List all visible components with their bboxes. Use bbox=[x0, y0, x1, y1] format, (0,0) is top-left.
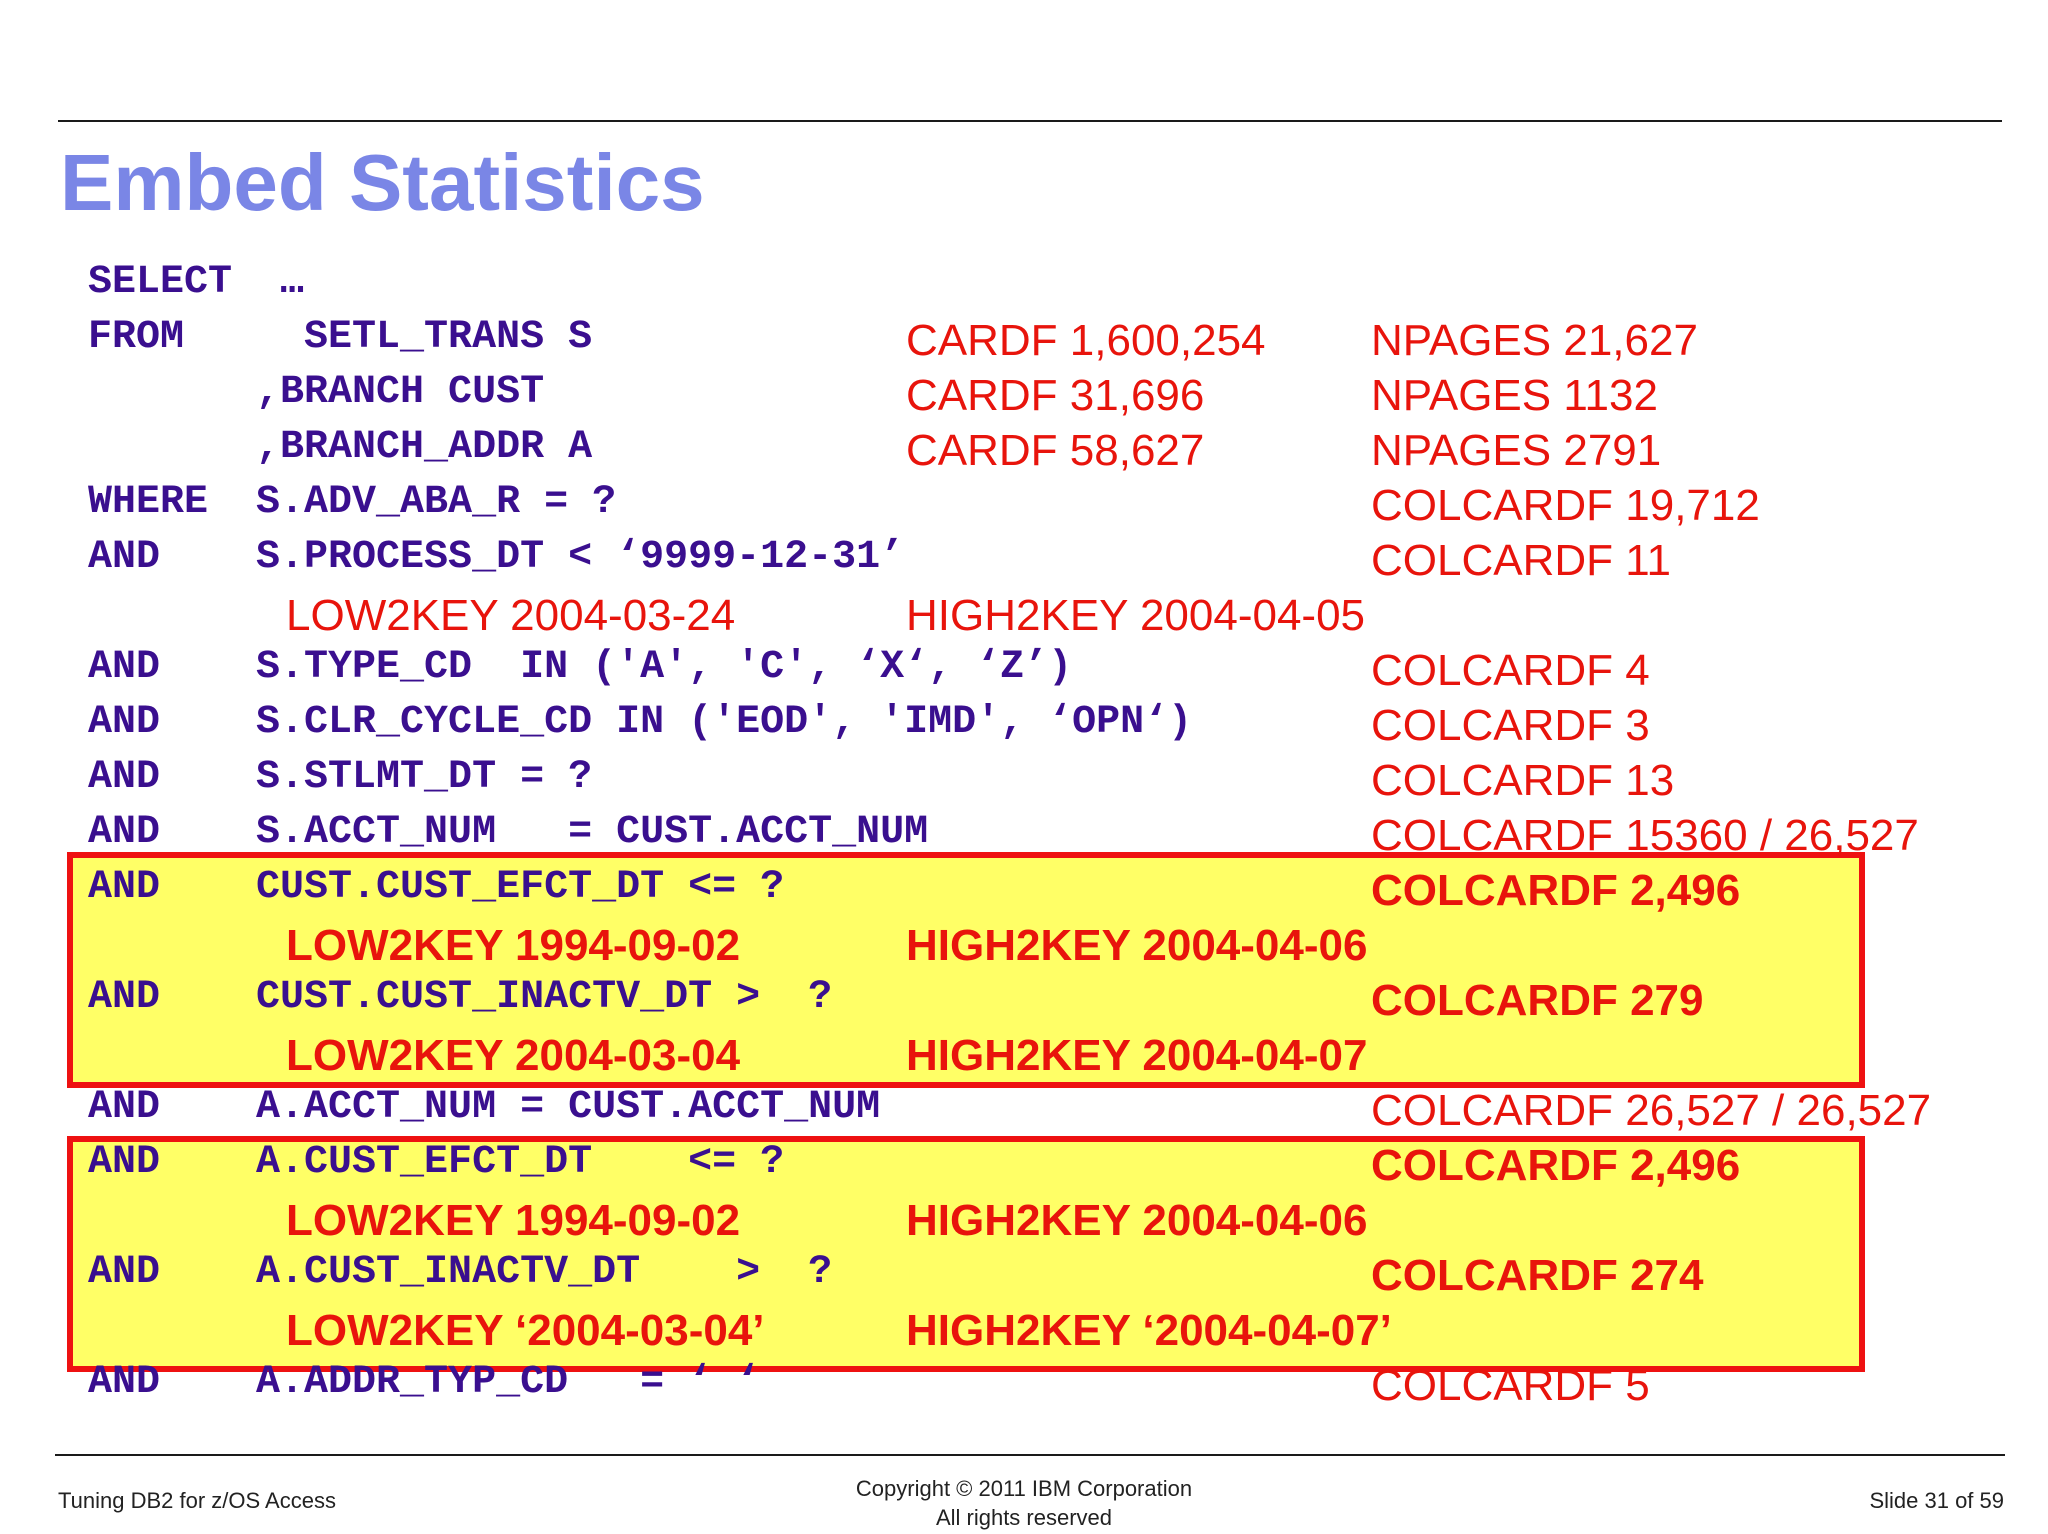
code-line-process-dt: AND S.PROCESS_DT < ‘9999-12-31’ bbox=[88, 535, 905, 580]
stat-colcardf-adv-aba: COLCARDF 19,712 bbox=[1371, 481, 1760, 530]
stat-colcardf-stlmt-dt: COLCARDF 13 bbox=[1371, 756, 1675, 805]
code-line-a-acct-num: AND A.ACCT_NUM = CUST.ACCT_NUM bbox=[88, 1085, 881, 1130]
stat-colcardf-a-acct-num: COLCARDF 26,527 / 26,527 bbox=[1371, 1086, 1932, 1135]
stat-colcardf-acct-num: COLCARDF 15360 / 26,527 bbox=[1371, 811, 1919, 860]
stat-high2key-cust-efct: HIGH2KEY 2004-04-06 bbox=[906, 921, 1368, 970]
code-line-select: SELECT … bbox=[88, 260, 305, 305]
stat-high2key-a-inactv: HIGH2KEY ‘2004-04-07’ bbox=[906, 1306, 1392, 1355]
stat-colcardf-a-inactv: COLCARDF 274 bbox=[1371, 1251, 1704, 1300]
code-line-from: FROM SETL_TRANS S bbox=[88, 315, 593, 360]
stat-colcardf-a-efct: COLCARDF 2,496 bbox=[1371, 1141, 1741, 1190]
code-line-cust-inactv: AND CUST.CUST_INACTV_DT > ? bbox=[88, 975, 833, 1020]
stat-npages-branch-cust: NPAGES 1132 bbox=[1371, 371, 1658, 420]
stat-colcardf-cust-efct: COLCARDF 2,496 bbox=[1371, 866, 1741, 915]
top-divider bbox=[58, 120, 2002, 122]
code-line-branch-cust: ,BRANCH CUST bbox=[88, 370, 545, 415]
highlight-box-cust-dates bbox=[67, 852, 1865, 1088]
stat-colcardf-process-dt: COLCARDF 11 bbox=[1371, 536, 1671, 585]
stat-colcardf-type-cd: COLCARDF 4 bbox=[1371, 646, 1650, 695]
footer-copyright: Copyright © 2011 IBM Corporation All rig… bbox=[824, 1474, 1224, 1532]
code-line-a-efct: AND A.CUST_EFCT_DT <= ? bbox=[88, 1140, 785, 1185]
code-line-where: WHERE S.ADV_ABA_R = ? bbox=[88, 480, 617, 525]
stat-high2key-process-dt: HIGH2KEY 2004-04-05 bbox=[906, 591, 1366, 640]
bottom-divider bbox=[55, 1454, 2005, 1456]
code-line-cust-efct: AND CUST.CUST_EFCT_DT <= ? bbox=[88, 865, 785, 910]
code-line-clr-cycle: AND S.CLR_CYCLE_CD IN ('EOD', 'IMD', ‘OP… bbox=[88, 700, 1193, 745]
stat-low2key-cust-efct: LOW2KEY 1994-09-02 bbox=[286, 921, 741, 970]
stat-high2key-a-efct: HIGH2KEY 2004-04-06 bbox=[906, 1196, 1368, 1245]
stat-colcardf-cust-inactv: COLCARDF 279 bbox=[1371, 976, 1704, 1025]
stat-cardf-branch-cust: CARDF 31,696 bbox=[906, 371, 1205, 420]
stat-npages-branch-addr: NPAGES 2791 bbox=[1371, 426, 1662, 475]
footer-copyright-line2: All rights reserved bbox=[935, 1505, 1113, 1530]
code-line-addr-typ: AND A.ADDR_TYP_CD = ‘ ‘ bbox=[88, 1360, 761, 1405]
code-line-type-cd: AND S.TYPE_CD IN ('A', 'C', ‘X‘, ‘Z’) bbox=[88, 645, 1073, 690]
stat-colcardf-addr-typ: COLCARDF 5 bbox=[1371, 1361, 1650, 1410]
footer-slide-number: Slide 31 of 59 bbox=[1869, 1488, 2004, 1513]
stat-npages-setl-trans: NPAGES 21,627 bbox=[1371, 316, 1698, 365]
stat-colcardf-clr-cycle: COLCARDF 3 bbox=[1371, 701, 1650, 750]
footer-presentation-title: Tuning DB2 for z/OS Access bbox=[58, 1488, 336, 1513]
stat-low2key-cust-inactv: LOW2KEY 2004-03-04 bbox=[286, 1031, 741, 1080]
highlight-box-addr-dates bbox=[67, 1136, 1865, 1372]
footer-copyright-line1: Copyright © 2011 IBM Corporation bbox=[855, 1476, 1193, 1501]
code-line-branch-addr: ,BRANCH_ADDR A bbox=[88, 425, 593, 470]
stat-low2key-process-dt: LOW2KEY 2004-03-24 bbox=[286, 591, 736, 640]
slide-title: Embed Statistics bbox=[60, 138, 705, 227]
code-line-a-inactv: AND A.CUST_INACTV_DT > ? bbox=[88, 1250, 833, 1295]
code-line-stlmt-dt: AND S.STLMT_DT = ? bbox=[88, 755, 593, 800]
stat-high2key-cust-inactv: HIGH2KEY 2004-04-07 bbox=[906, 1031, 1368, 1080]
code-line-acct-num: AND S.ACCT_NUM = CUST.ACCT_NUM bbox=[88, 810, 929, 855]
stat-low2key-a-inactv: LOW2KEY ‘2004-03-04’ bbox=[286, 1306, 765, 1355]
stat-cardf-setl-trans: CARDF 1,600,254 bbox=[906, 316, 1266, 365]
stat-low2key-a-efct: LOW2KEY 1994-09-02 bbox=[286, 1196, 741, 1245]
stat-cardf-branch-addr: CARDF 58,627 bbox=[906, 426, 1205, 475]
